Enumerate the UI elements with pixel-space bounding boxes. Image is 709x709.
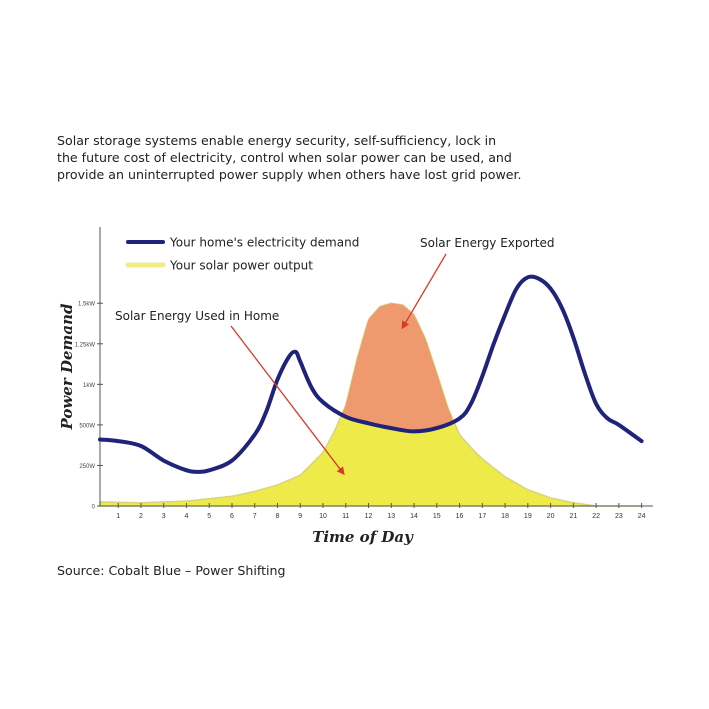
source-caption: Source: Cobalt Blue – Power Shifting (57, 563, 286, 578)
intro-line: provide an uninterrupted power supply wh… (57, 167, 522, 182)
legend-label-solar: Your solar power output (169, 259, 313, 273)
x-tick-label: 7 (253, 513, 257, 520)
x-tick-label: 22 (592, 513, 600, 520)
x-tick-label: 18 (501, 513, 509, 520)
x-tick-label: 9 (298, 513, 302, 520)
x-axis-title: Time of Day (312, 528, 414, 546)
x-tick-label: 3 (162, 513, 166, 520)
solar-exported-area (342, 303, 453, 432)
x-tick-label: 23 (615, 513, 623, 520)
x-tick-label: 4 (185, 513, 189, 520)
y-tick-label: 1.25kW (75, 342, 96, 348)
x-tick-label: 1 (116, 513, 120, 520)
y-tick-label: 1.5kW (78, 302, 95, 308)
x-tick-label: 20 (547, 513, 555, 520)
y-tick-label: 1kW (83, 383, 95, 389)
intro-line: Solar storage systems enable energy secu… (57, 133, 497, 148)
y-tick-label: 250W (79, 464, 95, 470)
x-tick-label: 14 (410, 513, 418, 520)
demand-line (98, 274, 644, 474)
intro-line: the future cost of electricity, control … (57, 150, 512, 165)
x-tick-label: 6 (230, 513, 234, 520)
annotation-used-in-home: Solar Energy Used in Home (115, 309, 279, 323)
legend-label-demand: Your home's electricity demand (169, 236, 359, 250)
x-tick-label: 12 (365, 513, 373, 520)
x-tick-label: 5 (207, 513, 211, 520)
x-tick-label: 16 (456, 513, 464, 520)
arrow-exported (401, 253, 447, 330)
arrow-used-in-home (230, 325, 345, 476)
x-tick-label: 15 (433, 513, 441, 520)
x-tick-label: 21 (569, 513, 577, 520)
annotation-exported: Solar Energy Exported (420, 236, 555, 250)
x-tick-label: 2 (139, 513, 143, 520)
x-tick-label: 17 (478, 513, 486, 520)
x-tick-label: 19 (524, 513, 532, 520)
x-tick-label: 8 (276, 513, 280, 520)
x-tick-label: 24 (638, 513, 646, 520)
x-tick-label: 11 (342, 513, 349, 520)
intro-paragraph: Solar storage systems enable energy secu… (57, 132, 527, 183)
y-tick-label: 0 (92, 505, 96, 511)
x-tick-label: 10 (319, 513, 327, 520)
y-tick-label: 500W (79, 423, 95, 429)
y-axis-title: Power Demand (58, 303, 76, 431)
x-tick-label: 13 (387, 513, 395, 520)
